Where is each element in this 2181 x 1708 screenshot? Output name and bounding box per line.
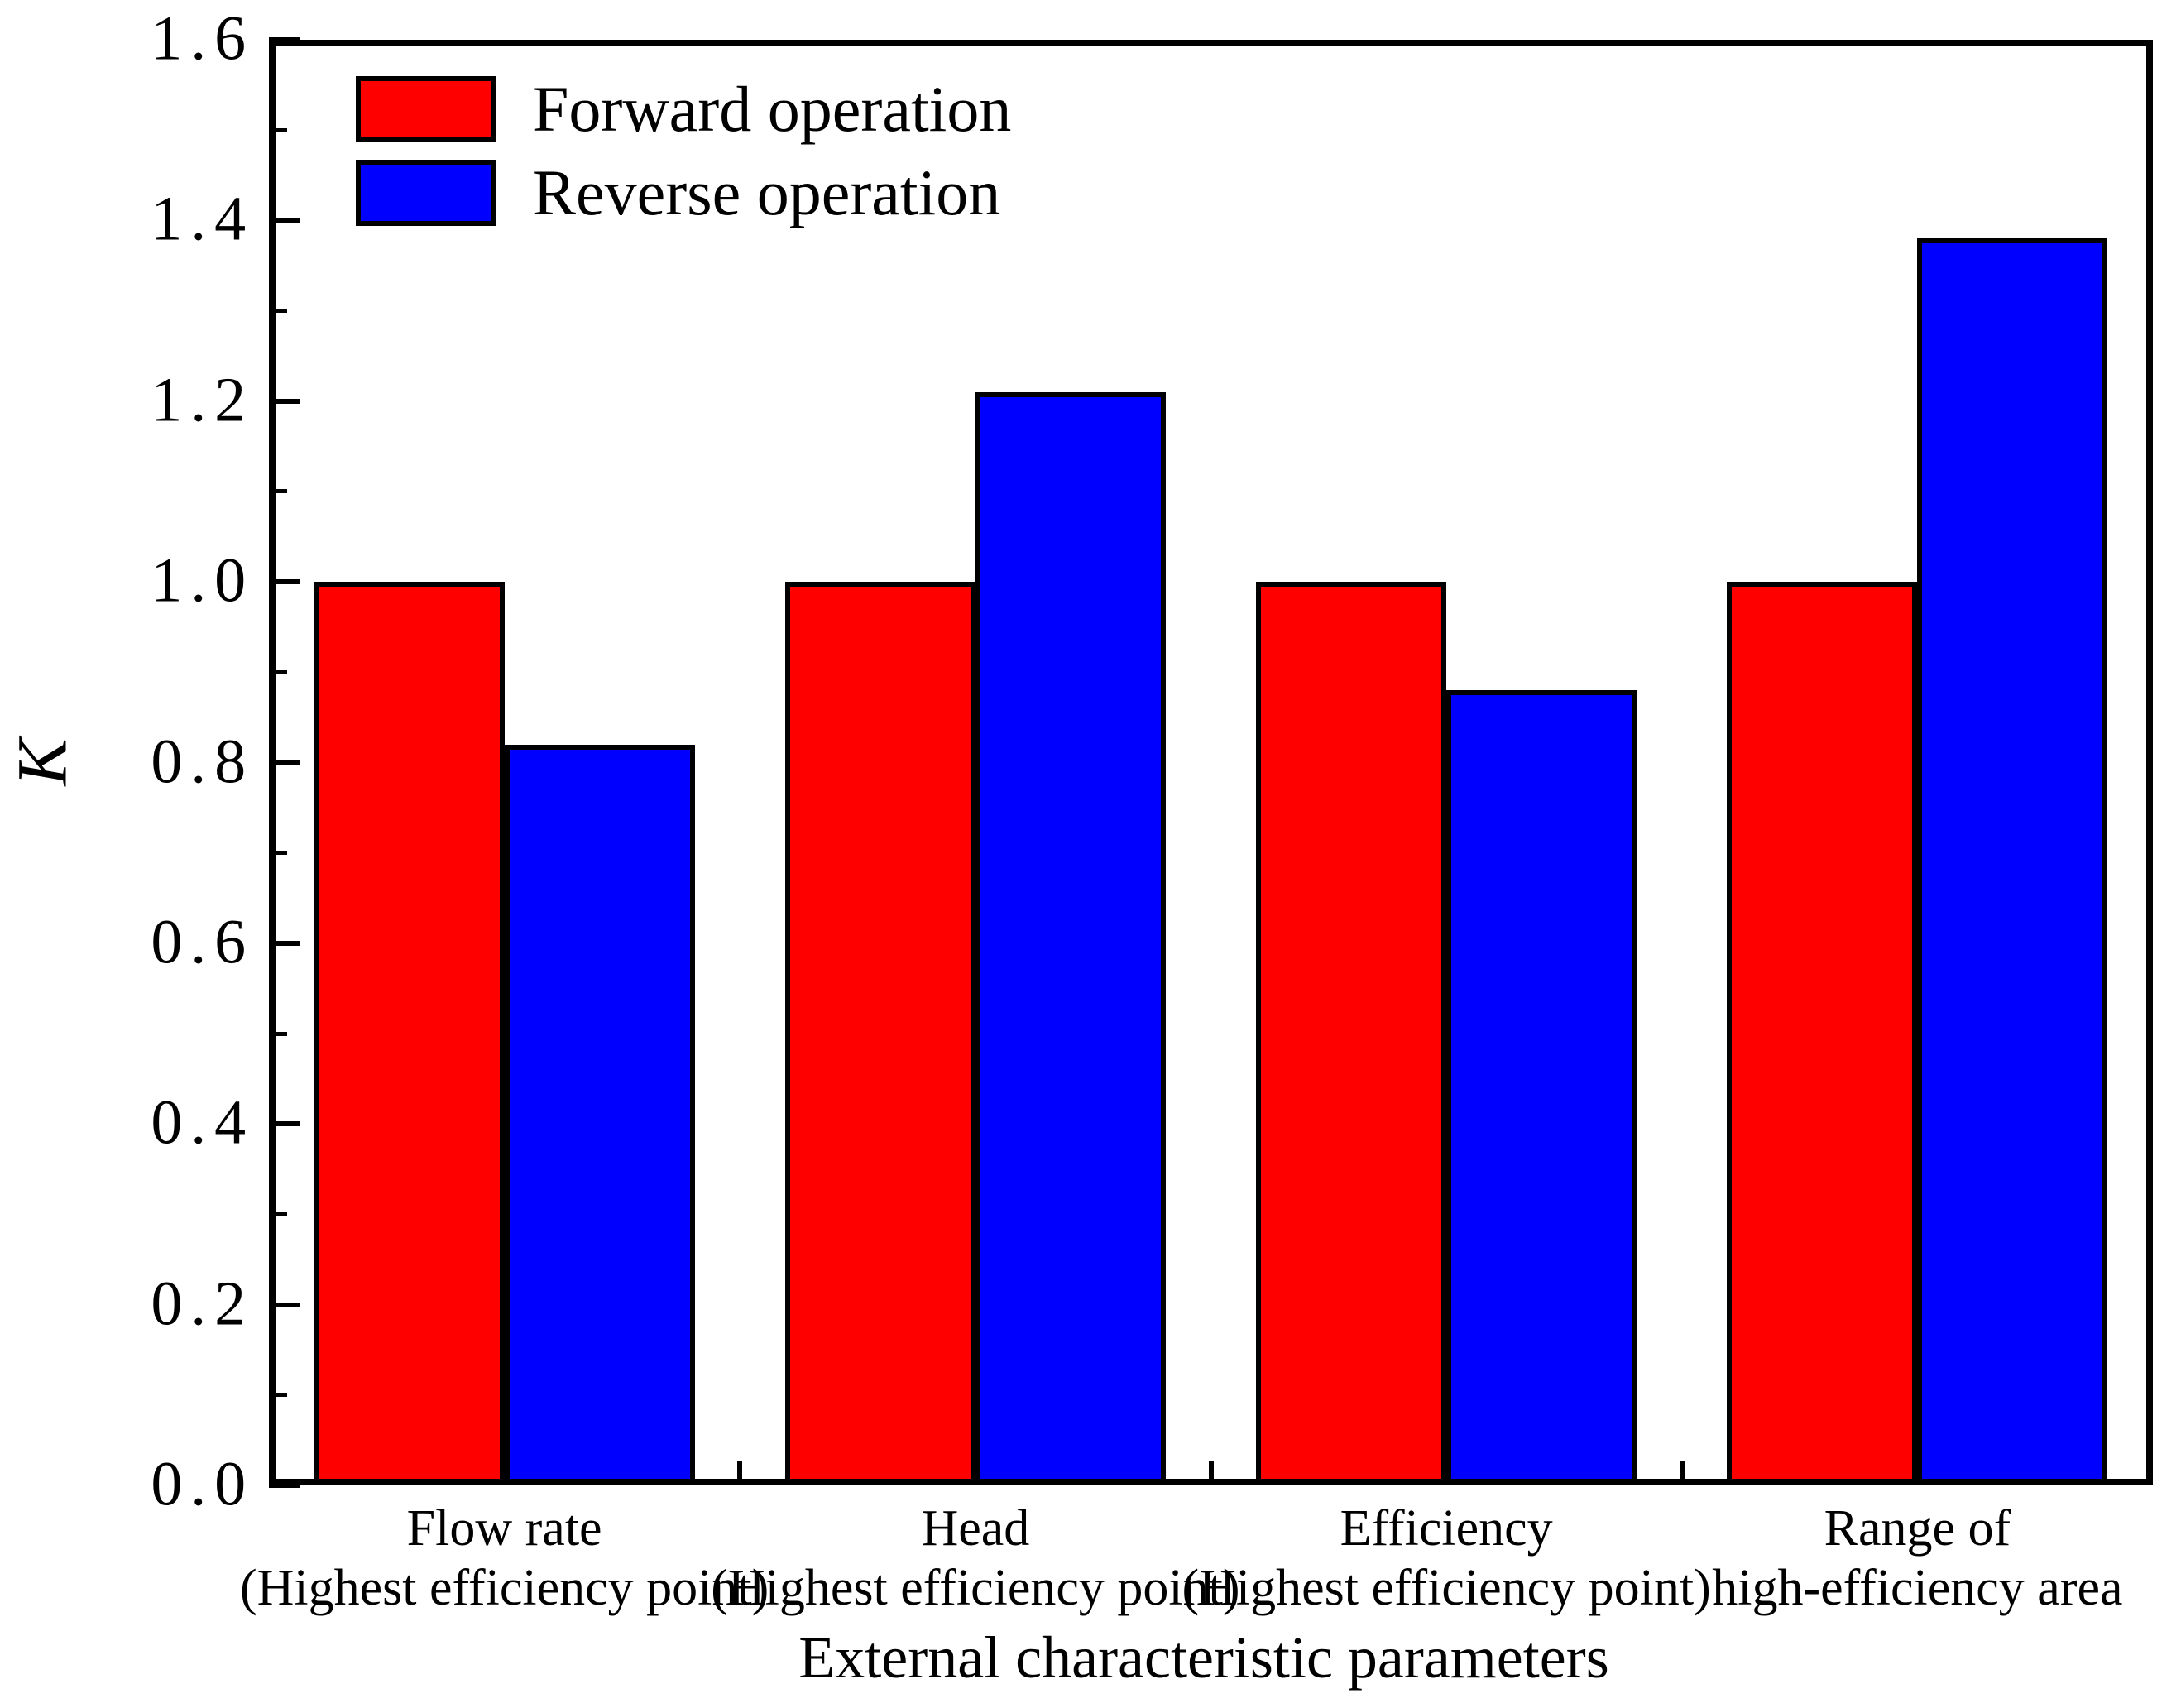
y-tick-label: 1.4 [151, 184, 254, 254]
y-minor-tick [269, 1031, 287, 1036]
legend-item-reverse-operation: Reverse operation [356, 160, 1011, 226]
category-label-line2: (Highest efficiency point) [1182, 1559, 1711, 1616]
y-major-tick [269, 218, 300, 223]
category-label-line2: high-efficiency area [1712, 1559, 2123, 1616]
y-major-tick [269, 579, 300, 585]
y-minor-tick [269, 309, 287, 314]
y-minor-tick [269, 127, 287, 132]
category-label-line1: Head [921, 1500, 1030, 1557]
category-label-line2: (Highest efficiency point) [711, 1559, 1240, 1616]
y-minor-tick [269, 669, 287, 674]
y-major-tick [269, 398, 300, 404]
y-tick-label: 1.6 [151, 3, 254, 74]
legend-label: Forward operation [533, 73, 1012, 145]
y-tick-label: 0.6 [151, 907, 254, 977]
legend: Forward operation Reverse operation [356, 76, 1011, 243]
y-major-tick [269, 1483, 300, 1488]
category-label-flow-rate: Flow rate (Highest efficiency point) [240, 1499, 769, 1619]
y-tick-label: 0.4 [151, 1087, 254, 1158]
x-boundary-tick [1679, 1461, 1685, 1485]
legend-label: Reverse operation [533, 156, 1001, 228]
y-tick-label: 0.8 [151, 726, 254, 796]
bar-forward-operation-head [784, 582, 975, 1485]
bar-reverse-operation-efficiency [1446, 690, 1637, 1485]
category-label-line1: Flow rate [406, 1500, 602, 1557]
x-boundary-tick [737, 1461, 743, 1485]
category-label-efficiency: Efficiency (Highest efficiency point) [1182, 1499, 1710, 1619]
y-major-tick [269, 940, 300, 946]
y-minor-tick [269, 851, 287, 856]
y-major-tick [269, 760, 300, 765]
legend-swatch-reverse-operation [356, 160, 496, 226]
category-label-line1: Range of [1824, 1500, 2011, 1557]
x-axis-title: External characteristic parameters [798, 1624, 1609, 1691]
bar-forward-operation-range-of [1727, 582, 1918, 1485]
bar-forward-operation-efficiency [1256, 582, 1447, 1485]
x-boundary-tick [1208, 1461, 1214, 1485]
legend-swatch-forward-operation [356, 76, 496, 142]
y-minor-tick [269, 1211, 287, 1216]
y-tick-label: 1.2 [151, 365, 254, 435]
y-major-tick [269, 37, 300, 42]
legend-item-forward-operation: Forward operation [356, 76, 1011, 142]
y-major-tick [269, 1121, 300, 1127]
category-label-line2: (Highest efficiency point) [239, 1559, 769, 1616]
y-minor-tick [269, 489, 287, 494]
y-tick-label: 1.0 [151, 545, 254, 616]
category-label-head: Head (Highest efficiency point) [711, 1499, 1239, 1619]
category-label-line1: Efficiency [1340, 1500, 1553, 1557]
y-axis-label: K [2, 738, 82, 786]
bar-reverse-operation-flow-rate [504, 744, 695, 1485]
bar-reverse-operation-head [975, 391, 1166, 1485]
y-minor-tick [269, 1393, 287, 1398]
plot-area: Forward operation Reverse operation [269, 37, 2153, 1488]
y-tick-label: 0.2 [151, 1269, 254, 1339]
category-label-range-of: Range of high-efficiency area [1712, 1499, 2122, 1619]
y-major-tick [269, 1302, 300, 1307]
y-tick-label: 0.0 [151, 1449, 254, 1519]
bar-reverse-operation-range-of [1917, 238, 2108, 1485]
bar-forward-operation-flow-rate [314, 582, 505, 1485]
